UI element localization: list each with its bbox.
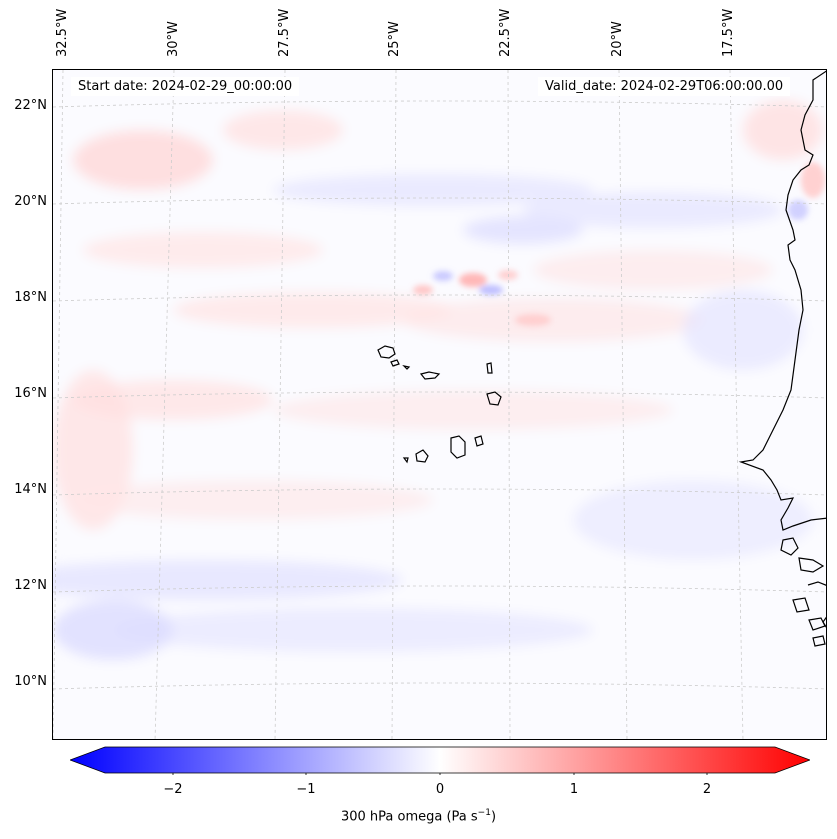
lat-label-14n: 14°N (14, 482, 47, 497)
colorbar-tick-minus-1: −1 (296, 782, 316, 797)
colorbar (70, 745, 810, 775)
omega-core-features (413, 162, 825, 326)
lon-label-27-5w: 27.5°W (277, 8, 292, 57)
lon-label-17-5w: 17.5°W (721, 8, 736, 57)
colorbar-tick-0: 0 (435, 782, 445, 797)
lon-label-20w: 20°W (610, 21, 625, 57)
colorbar-label-suffix: ) (490, 809, 497, 825)
start-date-label: Start date: 2024-02-29_00:00:00 (71, 77, 300, 96)
lon-label-22-5w: 22.5°W (498, 8, 513, 57)
lat-label-12n: 12°N (14, 578, 47, 593)
lon-label-30w: 30°W (166, 21, 181, 57)
lat-label-22n: 22°N (14, 98, 47, 113)
colorbar-tick-1: 1 (569, 782, 579, 797)
lat-label-18n: 18°N (14, 290, 47, 305)
lat-label-20n: 20°N (14, 194, 47, 209)
map-gridlines (53, 70, 826, 739)
colorbar-label-text: 300 hPa omega (Pa s (340, 809, 478, 825)
colorbar-label-superscript: −1 (477, 808, 491, 818)
map-panel[interactable] (52, 69, 827, 740)
lat-label-10n: 10°N (14, 674, 47, 689)
valid-date-label: Valid_date: 2024-02-29T06:00:00.00 (538, 77, 791, 96)
lat-label-16n: 16°N (14, 386, 47, 401)
coastlines (377, 70, 826, 647)
colorbar-label: 300 hPa omega (Pa s−1) (0, 808, 837, 824)
omega-field-map (53, 70, 826, 739)
colorbar-gradient (70, 746, 810, 775)
omega-shading (53, 70, 826, 739)
lon-label-25w: 25°W (387, 21, 402, 57)
colorbar-tick-minus-2: −2 (163, 782, 183, 797)
lon-label-32-5w: 32.5°W (55, 8, 70, 57)
colorbar-tick-2: 2 (702, 782, 712, 797)
